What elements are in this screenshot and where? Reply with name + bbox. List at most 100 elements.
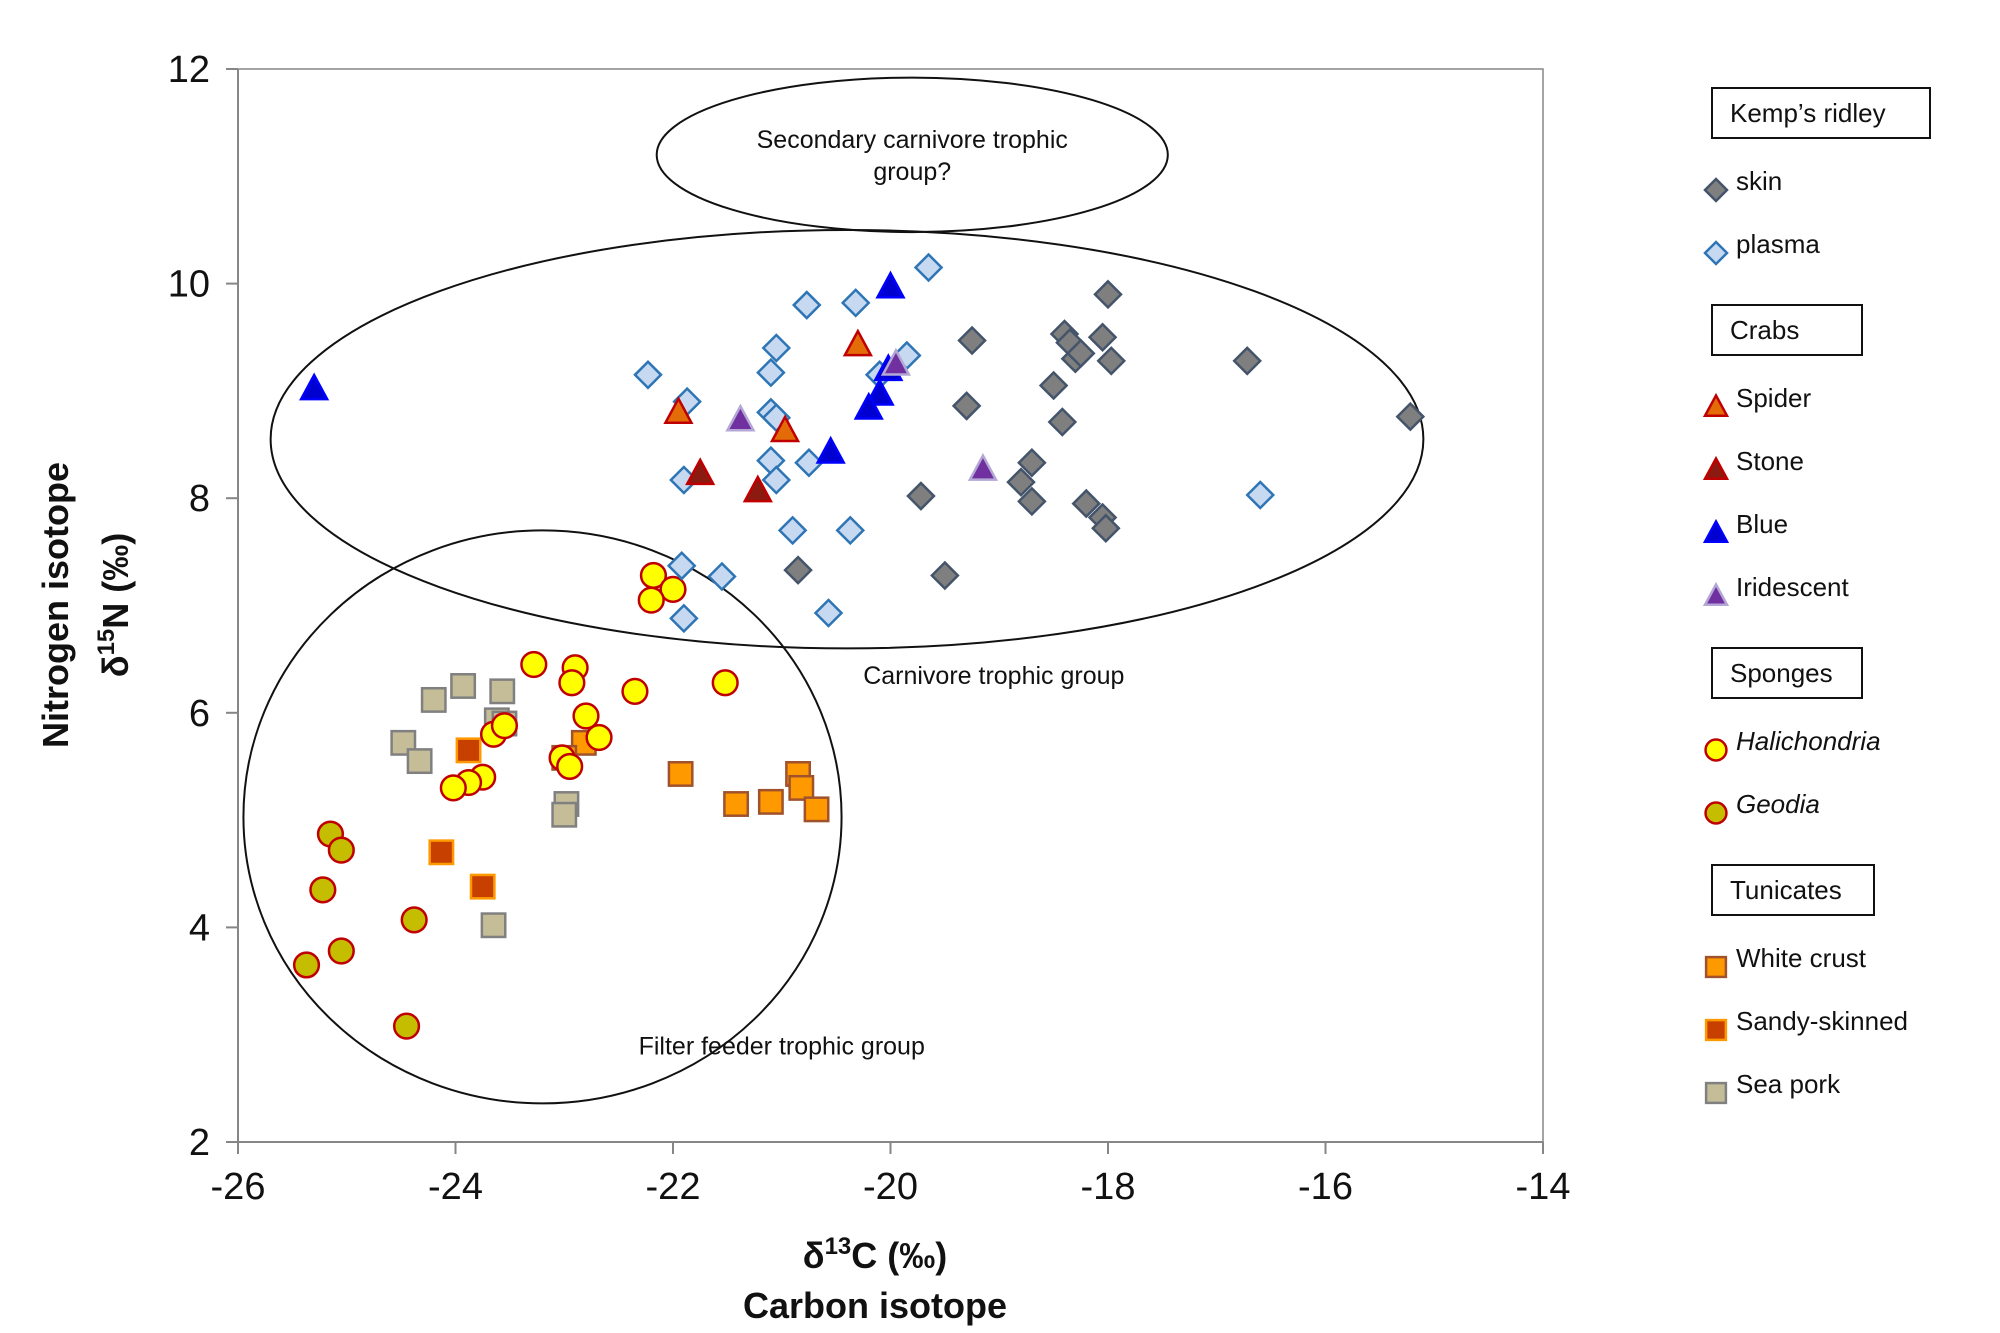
- point-blue: [853, 391, 884, 420]
- point-plasma: [756, 357, 786, 388]
- point-iridescent: [967, 452, 999, 481]
- point-plasma: [835, 515, 866, 546]
- point-spider: [663, 396, 694, 425]
- legend-label: Sandy-skinned: [1736, 1006, 1908, 1036]
- annotation-label: Carnivore trophic group: [863, 662, 1124, 690]
- x-axis-title-line1: δ13C (‰): [803, 1233, 948, 1276]
- x-tick-label: -26: [211, 1166, 266, 1208]
- y-axis-title-line2: δ15N (‰): [93, 533, 136, 678]
- point-blue: [299, 372, 330, 401]
- point-skin: [1087, 322, 1118, 353]
- point-halichondria: [439, 774, 467, 802]
- annotation-ellipses: [242, 76, 1425, 1105]
- legend-label: Halichondria: [1736, 726, 1881, 756]
- legend: Kemp’s ridley skin plasma Crabs Spider Stone B…: [1702, 87, 1931, 1105]
- point-spider: [842, 328, 873, 357]
- point-white-crust: [723, 791, 750, 817]
- point-skin: [1017, 486, 1047, 517]
- point-halichondria: [490, 712, 519, 740]
- point-plasma: [761, 465, 792, 495]
- point-blue: [875, 270, 906, 299]
- legend-label: Blue: [1736, 509, 1788, 539]
- point-halichondria: [585, 723, 613, 752]
- point-geodia: [327, 836, 355, 864]
- annotation-label: Secondary carnivore trophic: [757, 126, 1068, 154]
- x-tick-label: -24: [428, 1166, 483, 1208]
- y-tick-label: 2: [189, 1122, 210, 1164]
- legend-marker: [1702, 518, 1730, 544]
- point-plasma: [707, 561, 737, 592]
- legend-marker: [1704, 801, 1728, 825]
- point-white-crust: [788, 774, 815, 801]
- annotation-label: group?: [873, 158, 951, 186]
- point-halichondria: [556, 752, 584, 781]
- point-plasma: [813, 598, 844, 628]
- legend-label: Spider: [1736, 383, 1811, 413]
- point-skin: [951, 391, 982, 421]
- point-skin: [957, 325, 987, 356]
- legend-marker: [1702, 455, 1730, 481]
- point-halichondria: [637, 586, 665, 614]
- point-skin: [1093, 279, 1123, 310]
- point-sandy-skinned: [455, 737, 482, 764]
- legend-group-heading: Tunicates: [1730, 875, 1842, 905]
- point-plasma: [777, 515, 808, 546]
- tick-labels: -26 -24 -22 -20 -18 -16 -14 2 4 6 8 10 12: [168, 49, 1571, 1208]
- data-points: [292, 252, 1426, 1040]
- legend-label: Iridescent: [1736, 572, 1849, 602]
- legend-group-box: [1711, 87, 1931, 139]
- legend-label: Geodia: [1736, 789, 1820, 819]
- point-geodia: [400, 906, 428, 934]
- point-sandy-skinned: [469, 873, 496, 900]
- point-plasma: [1245, 480, 1276, 510]
- point-plasma: [669, 603, 699, 634]
- y-tick-label: 4: [189, 907, 210, 949]
- point-skin: [1232, 346, 1262, 376]
- legend-marker: [1702, 581, 1730, 607]
- x-tick-label: -14: [1516, 1166, 1571, 1208]
- point-halichondria: [558, 669, 586, 697]
- plot-area: [237, 68, 1544, 1143]
- point-iridescent: [725, 403, 756, 432]
- point-plasma: [794, 448, 824, 478]
- x-tick-label: -22: [646, 1166, 701, 1208]
- point-plasma: [791, 290, 822, 320]
- legend-marker: [1704, 1081, 1728, 1105]
- point-skin: [783, 555, 813, 585]
- point-halichondria: [572, 702, 600, 730]
- point-halichondria: [659, 575, 687, 604]
- point-skin: [1096, 346, 1127, 376]
- point-stone: [685, 457, 716, 486]
- point-skin: [906, 481, 936, 511]
- y-tick-label: 8: [189, 478, 210, 520]
- annotation-labels: Secondary carnivore trophic group? Carnivo…: [639, 126, 1125, 1061]
- y-axis-title-line1: Nitrogen isotope: [35, 462, 76, 748]
- point-sandy-skinned: [428, 839, 455, 866]
- legend-label: White crust: [1736, 943, 1867, 973]
- point-blue: [815, 435, 846, 464]
- point-white-crust: [667, 761, 694, 787]
- point-plasma: [913, 252, 944, 283]
- point-halichondria: [621, 677, 649, 705]
- legend-marker: [1703, 240, 1729, 266]
- point-skin: [1091, 513, 1121, 544]
- x-tick-label: -16: [1298, 1166, 1353, 1208]
- point-skin: [1047, 407, 1078, 437]
- legend-group-heading: Kemp’s ridley: [1730, 98, 1886, 128]
- legend-label: Stone: [1736, 446, 1804, 476]
- point-stone: [742, 474, 773, 503]
- x-tick-label: -20: [863, 1166, 918, 1208]
- point-white-crust: [757, 788, 784, 815]
- trophic-group-ellipse: [269, 228, 1425, 650]
- point-geodia: [292, 951, 321, 979]
- legend-marker: [1704, 955, 1728, 979]
- point-skin: [1006, 467, 1036, 497]
- point-sea-pork: [406, 748, 433, 775]
- legend-marker: [1704, 738, 1728, 762]
- point-sea-pork: [450, 673, 477, 699]
- point-plasma: [840, 288, 871, 318]
- y-tick-label: 10: [168, 264, 210, 306]
- legend-group-box: [1711, 647, 1863, 699]
- point-skin: [930, 560, 960, 591]
